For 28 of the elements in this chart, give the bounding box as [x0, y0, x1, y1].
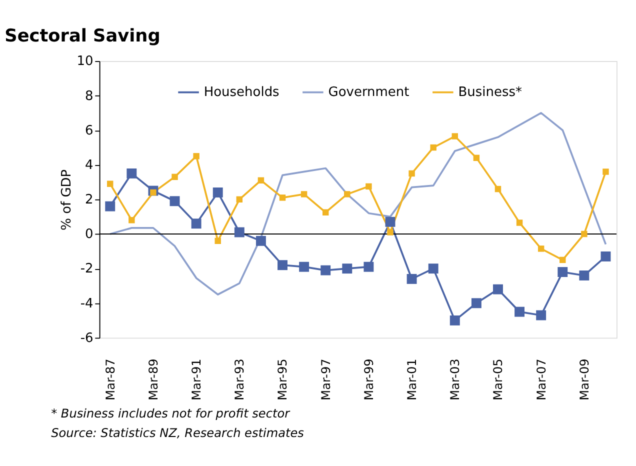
- legend-label: Households: [204, 84, 280, 100]
- y-tick-label: -6: [80, 330, 94, 346]
- x-tick-label: Mar-87: [103, 358, 118, 400]
- y-tick-label: 8: [85, 88, 94, 104]
- y-tick-label: 4: [85, 158, 94, 173]
- x-tick-label: Mar-89: [146, 358, 160, 400]
- y-tick-label: -4: [80, 296, 94, 312]
- x-tick-label: Mar-91: [189, 358, 204, 400]
- x-tick-label: Mar-97: [318, 358, 333, 400]
- legend-label: Government: [328, 84, 410, 100]
- x-tick-label: Mar-93: [232, 358, 247, 400]
- y-tick-label: 0: [85, 227, 94, 242]
- chart-title: Sectoral Saving: [4, 26, 160, 47]
- y-tick-label: 6: [85, 123, 94, 138]
- x-tick-label: Mar-07: [534, 358, 548, 400]
- x-tick-label: Mar-01: [404, 358, 419, 400]
- y-tick-label: 10: [76, 54, 94, 70]
- x-tick-label: Mar-99: [362, 358, 376, 400]
- y-axis-title: % of GDP: [59, 169, 74, 230]
- x-tick-label: Mar-95: [276, 358, 290, 400]
- y-tick-label: -2: [80, 262, 94, 277]
- text: * Business includes not for profit sector: [51, 406, 291, 421]
- y-tick-label: 2: [85, 192, 94, 208]
- x-tick-label: Mar-03: [448, 358, 462, 400]
- x-tick-label: Mar-05: [491, 358, 506, 400]
- legend-label: Business*: [458, 84, 522, 100]
- x-tick-label: Mar-09: [577, 358, 592, 400]
- source-note: Source: Statistics NZ, Research estimates: [51, 426, 305, 440]
